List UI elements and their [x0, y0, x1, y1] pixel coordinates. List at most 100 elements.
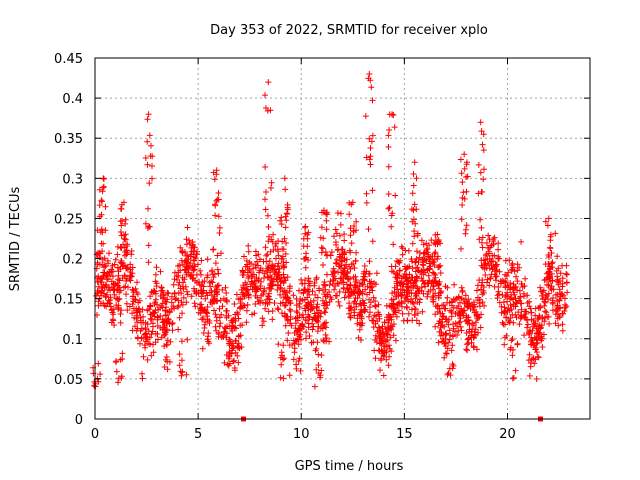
- data-point: [396, 267, 403, 274]
- data-point: [268, 185, 274, 191]
- data-point: [279, 310, 285, 317]
- data-point: [212, 260, 219, 267]
- data-point: [410, 207, 417, 214]
- data-point: [392, 263, 399, 270]
- data-point: [305, 313, 312, 320]
- data-point: [146, 306, 152, 313]
- data-point: [329, 281, 336, 287]
- data-point: [320, 281, 327, 288]
- data-point: [412, 268, 419, 275]
- data-point: [123, 291, 130, 298]
- data-point: [163, 299, 170, 305]
- data-point: [102, 203, 109, 210]
- data-point: [191, 300, 198, 307]
- data-point: [281, 275, 287, 281]
- data-point: [179, 248, 186, 255]
- data-point: [366, 135, 373, 142]
- data-point: [239, 322, 246, 328]
- data-point: [127, 261, 134, 268]
- data-point: [252, 301, 259, 307]
- data-point: [347, 249, 354, 256]
- data-point: [557, 293, 564, 300]
- data-point: [387, 303, 394, 310]
- data-point: [457, 156, 464, 163]
- data-point: [462, 226, 469, 233]
- data-point: [418, 237, 425, 244]
- data-point: [534, 353, 541, 360]
- data-point: [409, 274, 416, 281]
- data-point: [479, 234, 486, 241]
- data-point: [142, 326, 149, 333]
- data-point: [235, 296, 242, 303]
- data-point: [180, 285, 187, 292]
- data-point: [301, 287, 308, 294]
- data-point: [526, 351, 533, 358]
- data-point: [231, 301, 238, 307]
- data-point: [398, 299, 405, 306]
- data-point: [485, 232, 492, 239]
- data-point: [344, 270, 351, 277]
- data-point: [335, 269, 341, 276]
- data-point: [393, 280, 400, 287]
- data-point: [534, 339, 541, 346]
- data-point: [146, 180, 153, 187]
- data-point: [408, 289, 415, 296]
- data-point: [111, 261, 118, 268]
- data-point: [466, 300, 473, 307]
- data-point: [131, 314, 138, 321]
- data-point: [426, 242, 432, 249]
- data-point: [514, 278, 521, 285]
- data-point: [122, 236, 129, 243]
- data-point: [262, 244, 269, 251]
- data-point: [96, 276, 103, 282]
- data-point: [99, 275, 106, 282]
- data-point: [334, 210, 341, 216]
- data-point: [263, 105, 269, 111]
- data-point: [360, 273, 367, 280]
- data-point: [545, 269, 552, 276]
- data-point: [296, 300, 303, 307]
- data-point: [118, 222, 125, 229]
- data-point: [296, 287, 302, 294]
- data-point: [369, 132, 376, 139]
- data-point: [488, 259, 494, 265]
- data-point: [481, 166, 487, 173]
- data-point: [183, 271, 190, 278]
- data-point: [291, 349, 298, 356]
- data-point: [300, 323, 307, 330]
- data-point: [290, 356, 297, 363]
- data-point: [145, 242, 152, 249]
- data-point: [107, 297, 114, 303]
- data-point: [322, 249, 329, 255]
- data-point: [341, 294, 348, 301]
- data-point: [273, 255, 279, 262]
- data-point: [100, 175, 107, 182]
- data-point: [369, 238, 376, 245]
- data-point: [323, 226, 330, 233]
- data-point: [381, 347, 388, 354]
- data-point: [230, 358, 236, 365]
- data-point: [369, 317, 376, 324]
- data-point: [184, 260, 191, 267]
- data-point: [458, 170, 465, 177]
- data-point: [213, 167, 220, 174]
- data-point: [545, 313, 552, 320]
- data-point: [284, 274, 291, 280]
- data-point: [286, 288, 293, 295]
- data-point: [314, 303, 321, 310]
- data-point: [461, 165, 468, 172]
- data-point: [117, 218, 124, 225]
- x-tick-label: 15: [396, 427, 413, 442]
- data-point: [215, 331, 222, 338]
- data-point: [267, 107, 274, 114]
- data-point: [193, 271, 200, 278]
- data-point: [303, 329, 310, 336]
- data-point: [234, 343, 241, 350]
- data-point: [479, 189, 486, 195]
- data-point: [440, 335, 447, 342]
- data-point: [336, 263, 343, 270]
- data-point: [412, 258, 419, 265]
- data-point: [427, 263, 434, 270]
- data-point: [175, 269, 182, 276]
- axis-ticks: [94, 57, 590, 420]
